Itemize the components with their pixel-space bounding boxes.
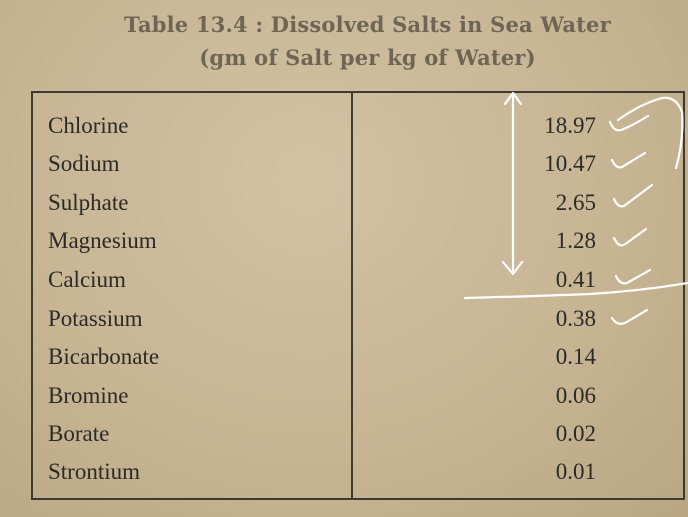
table-row: Calcium 0.41 <box>0 267 688 305</box>
salt-name: Sodium <box>48 151 120 176</box>
salt-name: Bromine <box>48 383 129 408</box>
salt-name: Magnesium <box>48 228 157 253</box>
salt-name: Chlorine <box>48 113 129 138</box>
table-row: Strontium 0.01 <box>0 459 688 497</box>
salt-name: Sulphate <box>48 190 129 215</box>
table-row: Potassium 0.38 <box>0 306 688 344</box>
salt-value: 0.06 <box>555 383 596 408</box>
salt-value: 0.38 <box>555 306 596 331</box>
salt-name: Potassium <box>48 306 143 331</box>
table-row: Chlorine 18.97 <box>0 113 688 151</box>
salt-name: Bicarbonate <box>48 344 160 369</box>
salt-value: 0.01 <box>555 459 596 484</box>
table-row: Sodium 10.47 <box>0 151 688 189</box>
salt-value: 18.97 <box>544 113 596 138</box>
salt-value: 0.14 <box>555 344 596 369</box>
salt-name: Calcium <box>48 267 126 292</box>
table-row: Borate 0.02 <box>0 421 688 459</box>
salt-name: Borate <box>48 421 110 446</box>
table-title: Table 13.4 : Dissolved Salts in Sea Wate… <box>124 12 611 37</box>
table-subtitle: (gm of Salt per kg of Water) <box>199 45 536 70</box>
salt-value: 0.41 <box>555 267 596 292</box>
table-row: Bicarbonate 0.14 <box>0 344 688 382</box>
salt-value: 2.65 <box>555 190 596 215</box>
salt-value: 10.47 <box>544 151 596 176</box>
salt-name: Strontium <box>48 459 141 484</box>
table-row: Bromine 0.06 <box>0 383 688 421</box>
table-row: Magnesium 1.28 <box>0 228 688 266</box>
salt-value: 1.28 <box>555 228 596 253</box>
salt-value: 0.02 <box>555 421 596 446</box>
table-row: Sulphate 2.65 <box>0 190 688 228</box>
column-divider <box>351 91 353 500</box>
